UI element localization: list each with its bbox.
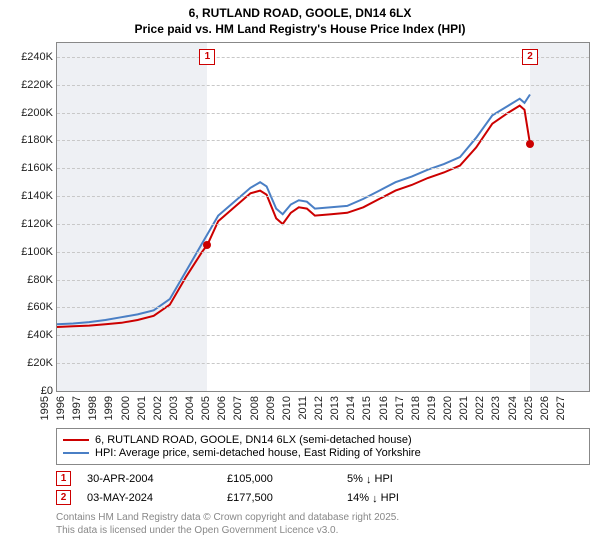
legend-item: 6, RUTLAND ROAD, GOOLE, DN14 6LX (semi-d…: [63, 434, 583, 446]
transaction-price: £105,000: [227, 473, 347, 485]
series-hpi: [57, 95, 530, 325]
y-axis-label: £120K: [5, 218, 53, 230]
chart-svg: [57, 43, 589, 391]
legend: 6, RUTLAND ROAD, GOOLE, DN14 6LX (semi-d…: [56, 428, 590, 465]
y-axis-label: £100K: [5, 246, 53, 258]
y-axis-label: £80K: [5, 274, 53, 286]
legend-label: HPI: Average price, semi-detached house,…: [95, 447, 421, 459]
y-axis-label: £60K: [5, 301, 53, 313]
transaction-marker: 1: [56, 471, 71, 486]
y-axis-label: £200K: [5, 107, 53, 119]
y-axis-label: £220K: [5, 79, 53, 91]
legend-label: 6, RUTLAND ROAD, GOOLE, DN14 6LX (semi-d…: [95, 434, 412, 446]
transaction-row: 1 30-APR-2004 £105,000 5% ↓ HPI: [56, 471, 590, 486]
y-axis-label: £160K: [5, 162, 53, 174]
footer-line-1: Contains HM Land Registry data © Crown c…: [56, 511, 590, 524]
y-axis-label: £240K: [5, 51, 53, 63]
chart-marker-2: 2: [522, 49, 538, 65]
legend-item: HPI: Average price, semi-detached house,…: [63, 447, 583, 459]
y-axis-label: £140K: [5, 190, 53, 202]
y-axis-label: £40K: [5, 329, 53, 341]
transaction-date: 03-MAY-2024: [87, 492, 227, 504]
footer-attribution: Contains HM Land Registry data © Crown c…: [56, 511, 590, 537]
transaction-pct: 5% ↓ HPI: [347, 473, 407, 485]
x-axis-labels: 1995199619971998199920002001200220032004…: [56, 392, 590, 426]
x-axis-label: 2027: [555, 396, 589, 420]
transaction-price: £177,500: [227, 492, 347, 504]
title-line-2: Price paid vs. HM Land Registry's House …: [0, 22, 600, 36]
series-price_paid: [57, 106, 530, 327]
y-axis-label: £20K: [5, 357, 53, 369]
transaction-date: 30-APR-2004: [87, 473, 227, 485]
chart-dot-2: [526, 140, 534, 148]
chart-marker-1: 1: [199, 49, 215, 65]
transaction-pct: 14% ↓ HPI: [347, 492, 407, 504]
legend-swatch: [63, 452, 89, 454]
price-chart: £0£20K£40K£60K£80K£100K£120K£140K£160K£1…: [56, 42, 590, 392]
transaction-list: 1 30-APR-2004 £105,000 5% ↓ HPI 2 03-MAY…: [56, 471, 590, 505]
footer-line-2: This data is licensed under the Open Gov…: [56, 524, 590, 537]
legend-swatch: [63, 439, 89, 441]
y-axis-label: £180K: [5, 134, 53, 146]
transaction-marker: 2: [56, 490, 71, 505]
chart-dot-1: [203, 241, 211, 249]
transaction-row: 2 03-MAY-2024 £177,500 14% ↓ HPI: [56, 490, 590, 505]
title-line-1: 6, RUTLAND ROAD, GOOLE, DN14 6LX: [0, 6, 600, 20]
chart-header: 6, RUTLAND ROAD, GOOLE, DN14 6LX Price p…: [0, 0, 600, 38]
